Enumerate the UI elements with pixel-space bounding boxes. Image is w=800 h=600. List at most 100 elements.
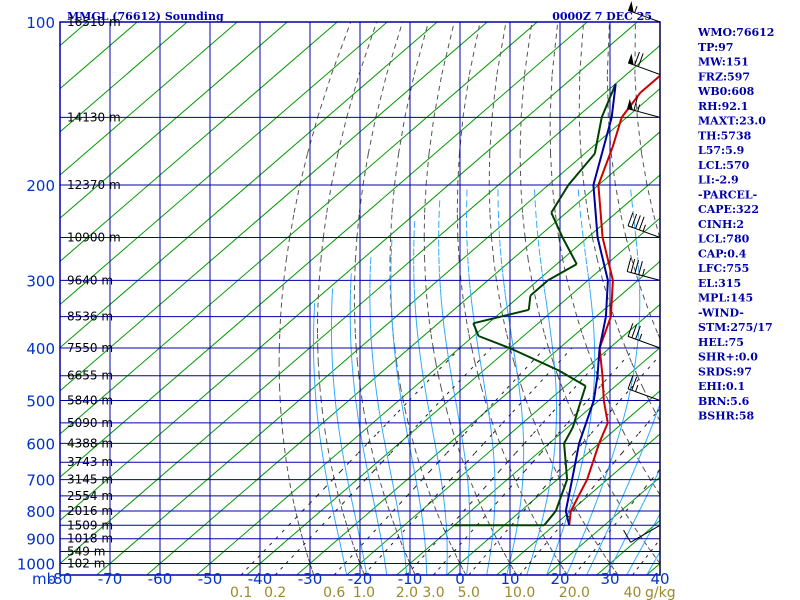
index-line: MAXT:23.0 <box>698 115 766 128</box>
wind-barb <box>627 0 661 23</box>
height-labels: 16510 m 14130 m 12370 m 10900 m 9640 m 8536 m… <box>67 15 121 571</box>
mixing-ratio-labels: 0.1 0.2 0.6 1.0 2.0 3.0 5.0 10.0 20.0 40 <box>230 585 641 600</box>
moist-adiabat-line <box>626 513 661 576</box>
pressure-tick-label: 500 <box>26 393 55 411</box>
index-line: BSHR:58 <box>698 410 754 423</box>
barb-full <box>627 323 634 337</box>
barb-full <box>635 325 641 340</box>
dry-adiabat-line <box>488 21 619 576</box>
wind-barb <box>627 51 661 75</box>
index-line: -WIND- <box>698 306 744 319</box>
isotherm-line <box>59 21 388 305</box>
isotherm-line <box>646 563 661 576</box>
temperature-tick-label: -80 <box>48 570 73 588</box>
index-line: EHI:0.1 <box>698 380 745 393</box>
barb-staff <box>627 225 661 238</box>
barb-full <box>634 259 639 274</box>
mixing-ratio-label: 0.6 <box>323 585 345 600</box>
pressure-tick-label: 200 <box>26 177 55 195</box>
height-label: 2554 m <box>67 489 113 503</box>
barb-flag <box>628 53 634 65</box>
mixing-ratio-label: 5.0 <box>458 585 480 600</box>
pressure-tick-label: 1000 <box>17 556 55 574</box>
isotherm-lines <box>59 21 661 576</box>
index-line: WB0:608 <box>697 85 755 98</box>
height-label: 9640 m <box>67 273 113 287</box>
mixing-ratio-label: 2.0 <box>396 585 418 600</box>
barb-full <box>631 324 638 338</box>
height-label: 14130 m <box>67 110 121 124</box>
dry-adiabat-line <box>317 21 378 576</box>
temperature-tick-label: -10 <box>398 570 423 588</box>
barb-flag <box>628 0 634 13</box>
mixing-ratio-label: 1.0 <box>353 585 375 600</box>
mixing-ratio-label: 40 <box>624 585 642 600</box>
height-label: 5840 m <box>67 394 113 408</box>
barb-full <box>630 258 636 273</box>
temperature-tick-label: 40 <box>650 570 669 588</box>
barb-half <box>637 104 641 112</box>
barb-flag <box>627 98 633 111</box>
station-title: MMGL (76612) Sounding <box>67 10 224 23</box>
dry-adiabat-line <box>423 21 518 576</box>
isotherm-line <box>146 131 661 576</box>
isotherm-line <box>59 21 638 521</box>
height-label: 1509 m <box>67 518 113 532</box>
isotherm-line <box>59 21 538 435</box>
barb-half <box>638 333 643 341</box>
moist-adiabat-line <box>369 255 408 576</box>
pressure-unit-label: mb <box>32 570 56 588</box>
moist-adiabat-line <box>526 184 557 576</box>
mixing-ratio-label: 10.0 <box>504 585 535 600</box>
mixing-ratio-unit: g/kg <box>645 585 676 600</box>
isotherm-line <box>59 21 488 392</box>
pressure-tick-labels: 100 200 300 400 500 600 700 800 900 1000 <box>17 14 55 574</box>
pressure-tick-label: 700 <box>26 472 55 490</box>
temperature-tick-label: -30 <box>298 570 323 588</box>
barb-staff <box>630 524 661 543</box>
index-line: MPL:145 <box>698 292 753 305</box>
moist-adiabat-line <box>313 302 348 576</box>
isotherm-line <box>346 304 661 576</box>
height-label: 10900 m <box>67 230 121 244</box>
temperature-tick-label: -70 <box>98 570 123 588</box>
temperature-tick-labels: -80 -70 -60 -50 -40 -30 -20 -10 0 10 20 30 40 <box>48 570 670 588</box>
index-line: CAPE:322 <box>698 203 759 216</box>
barb-staff <box>627 335 661 349</box>
index-line: CAP:0.4 <box>698 247 747 260</box>
index-line: CINH:2 <box>698 218 744 231</box>
index-line: MW:151 <box>698 56 749 69</box>
moist-adiabat-line <box>438 196 471 576</box>
isotherm-line <box>546 476 661 576</box>
index-line: BRN:5.6 <box>698 395 750 408</box>
index-line: EL:315 <box>698 277 741 290</box>
moist-adiabat-line <box>390 237 428 576</box>
temperature-tick-label: -40 <box>248 570 273 588</box>
isotherm-line <box>446 390 661 576</box>
valid-time: 0000Z 7 DEC 25 <box>552 10 652 23</box>
wind-barb <box>627 96 661 118</box>
temperature-tick-label: 30 <box>600 570 619 588</box>
barb-full <box>635 215 641 229</box>
isotherm-line <box>196 174 661 576</box>
wind-barb <box>627 323 661 349</box>
temperature-tick-label: -50 <box>198 570 223 588</box>
barb-full <box>638 261 643 275</box>
isotherm-line <box>296 260 661 576</box>
dry-adiabat-line <box>278 21 352 576</box>
height-label: 3743 m <box>67 455 113 469</box>
index-line: LI:-2.9 <box>698 174 739 187</box>
barb-full <box>627 212 634 227</box>
barb-full <box>633 96 639 111</box>
barb-full <box>627 375 634 390</box>
wind-barbs <box>623 0 661 575</box>
temperature-tick-label: -20 <box>348 570 373 588</box>
barb-full <box>631 213 638 228</box>
mixing-ratio-label: 20.0 <box>559 585 590 600</box>
moist-adiabat-line <box>497 185 525 576</box>
index-line: -PARCEL- <box>698 188 757 201</box>
moist-adiabat-line <box>349 272 388 576</box>
height-label: 8536 m <box>67 310 113 324</box>
wind-barb <box>627 212 661 238</box>
